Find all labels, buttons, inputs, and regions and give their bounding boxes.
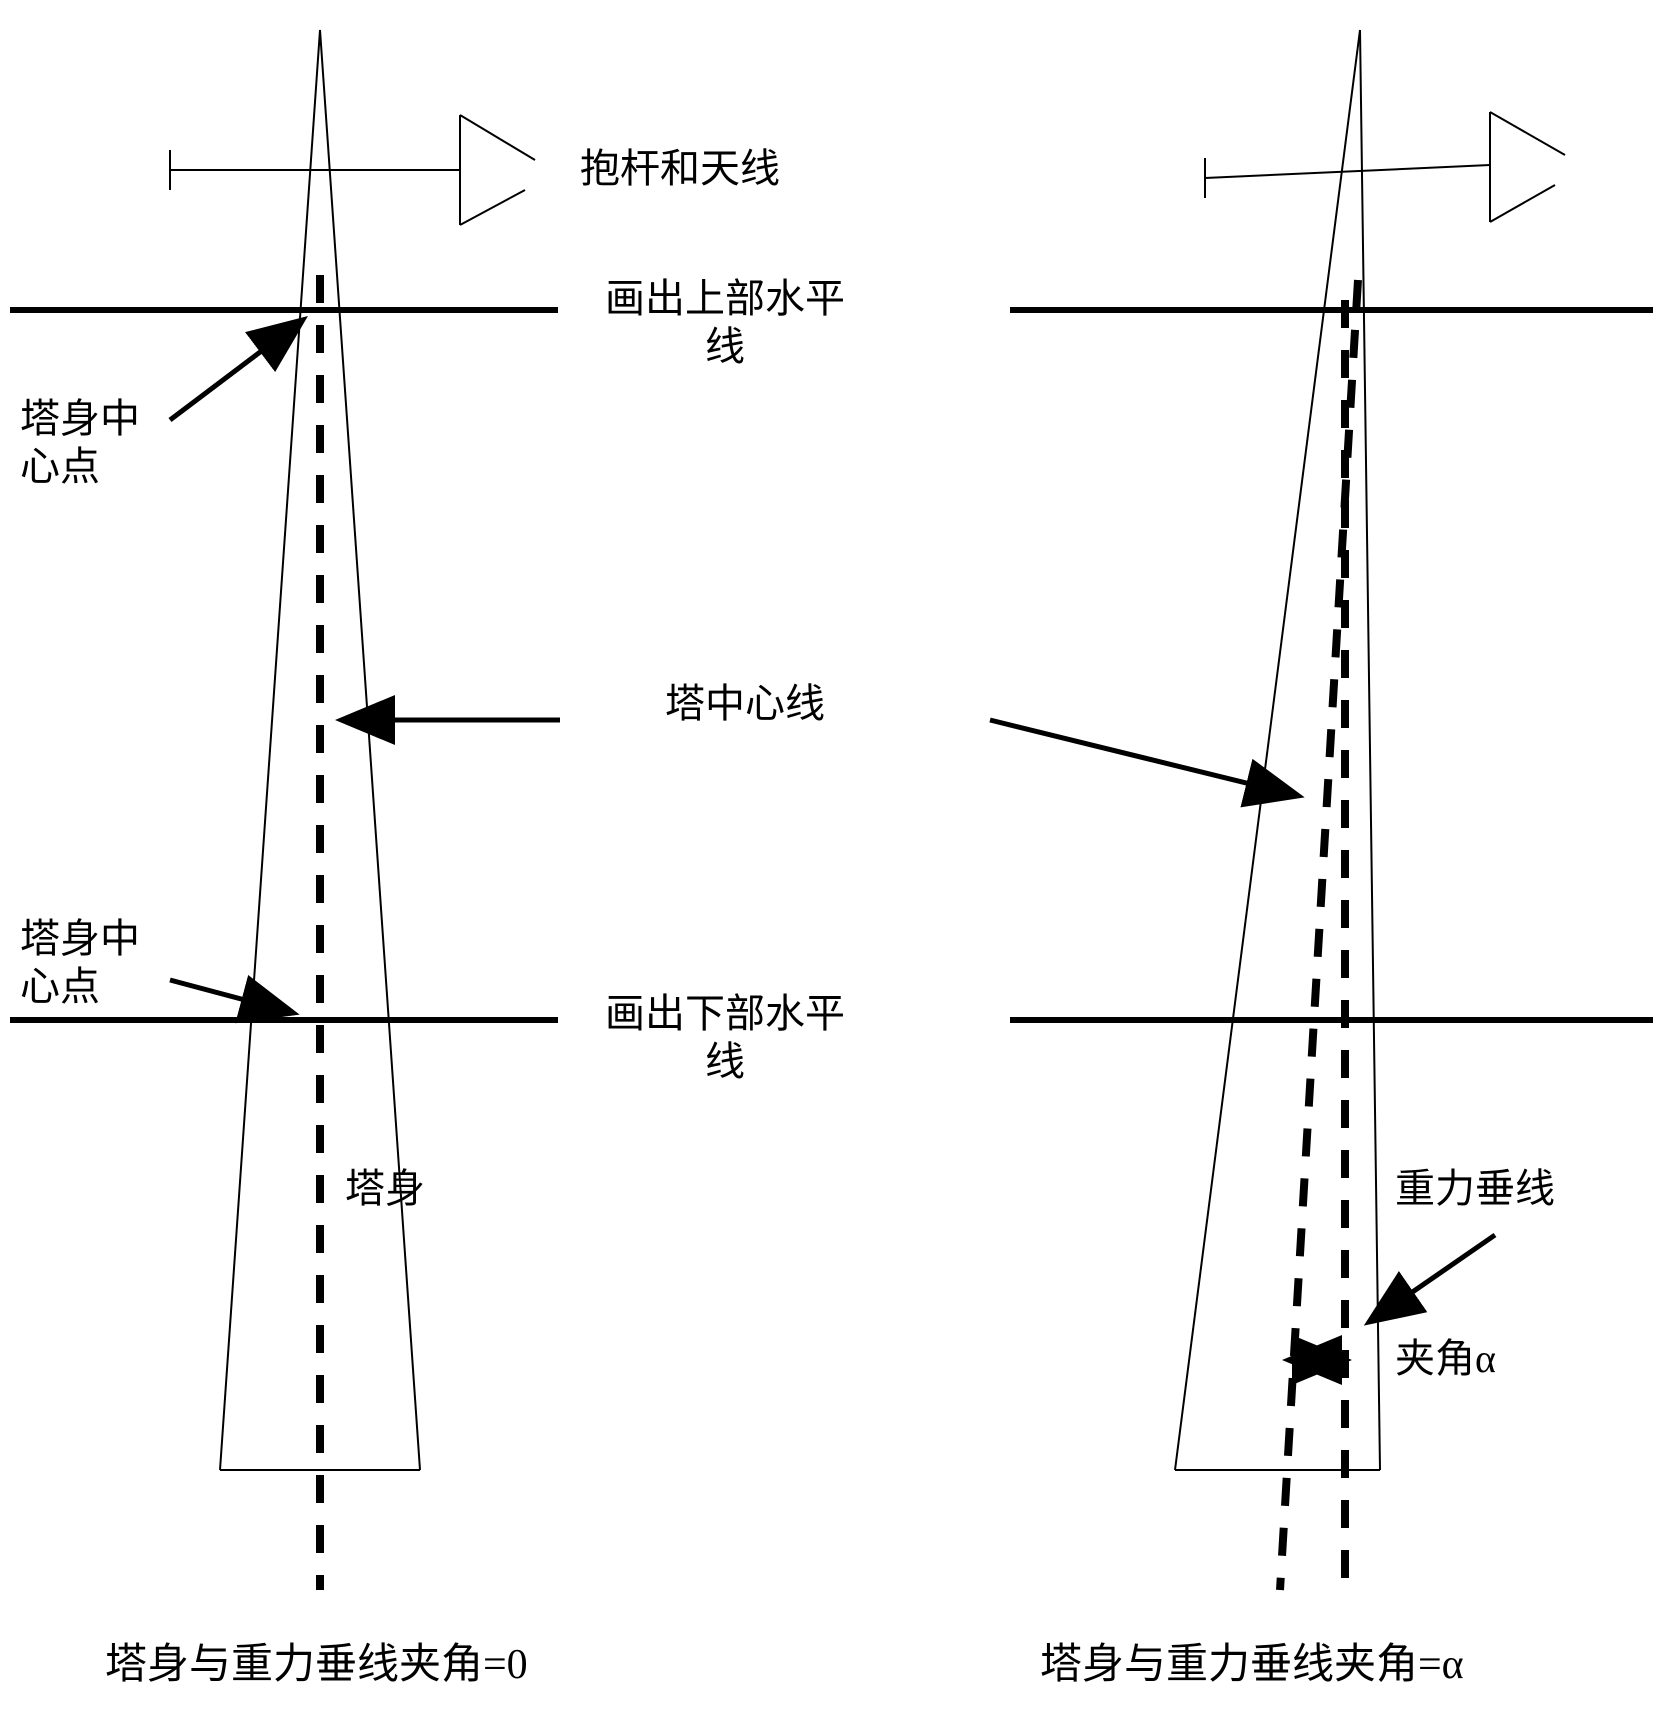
right-antenna-bar [1205,165,1490,178]
diagram-svg [0,0,1663,1723]
left-antenna-tri-2 [460,190,525,225]
label-tower-center-lower: 塔身中 心点 [20,915,140,1011]
left-tower-right-side [320,30,420,1470]
right-antenna-tri-1 [1490,112,1565,155]
label-angle-alpha: 夹角α [1395,1335,1496,1383]
diagram-container: 抱杆和天线 画出上部水平 线 塔身中 心点 塔中心线 塔身中 心点 画出下部水平… [0,0,1663,1723]
arrow-gravity [1372,1235,1495,1320]
arrow-lower-center [170,980,290,1012]
right-antenna-tri-2 [1490,185,1555,222]
label-lower-horizontal: 画出下部水平 线 [605,990,845,1086]
label-upper-horizontal: 画出上部水平 线 [605,275,845,371]
caption-left: 塔身与重力垂线夹角=0 [105,1640,528,1690]
left-tower-left-side [220,30,320,1470]
arrow-centerline-right [990,720,1295,795]
label-tower-body: 塔身 [345,1165,425,1213]
right-tower-right-side [1360,30,1380,1470]
left-antenna-tri-1 [460,115,535,160]
label-tower-centerline: 塔中心线 [665,680,825,728]
caption-right: 塔身与重力垂线夹角=α [1040,1640,1464,1690]
arrow-upper-center [170,322,300,420]
label-pole-antenna: 抱杆和天线 [580,145,780,193]
label-tower-center-upper: 塔身中 心点 [20,395,140,491]
label-gravity-vertical: 重力垂线 [1395,1165,1555,1213]
